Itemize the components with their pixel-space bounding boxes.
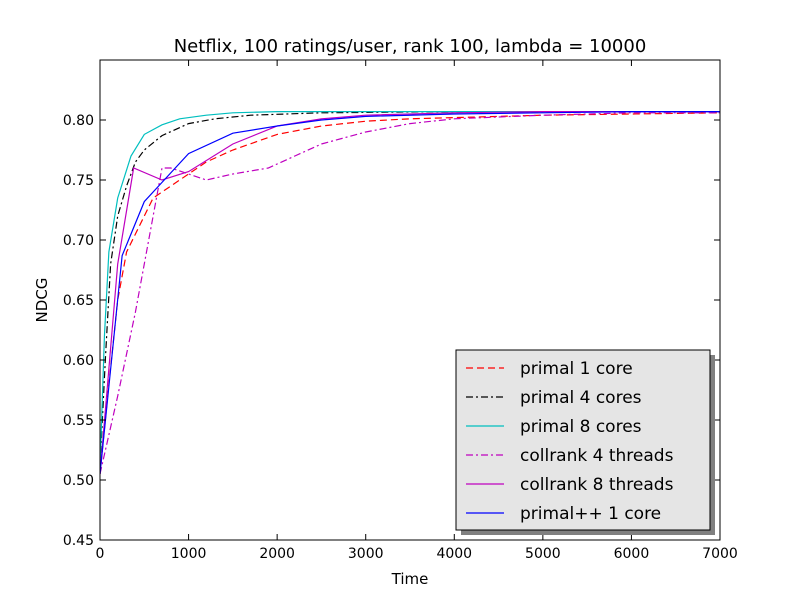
legend-label-4: collrank 8 threads	[520, 475, 674, 495]
y-axis-label: NDCG	[33, 278, 51, 323]
y-tick-label: 0.65	[63, 293, 94, 309]
series-line-3	[100, 112, 720, 475]
y-tick-label: 0.55	[63, 413, 94, 429]
series-line-1	[100, 111, 720, 469]
x-tick-label: 2000	[259, 546, 295, 562]
legend-label-1: primal 4 cores	[520, 388, 642, 408]
x-tick-label: 0	[96, 546, 105, 562]
legend-label-2: primal 8 cores	[520, 417, 642, 437]
legend: primal 1 core primal 4 cores primal 8 core…	[455, 349, 715, 535]
x-tick-label: 6000	[614, 546, 650, 562]
y-tick-label: 0.70	[63, 233, 94, 249]
y-tick-label: 0.80	[63, 113, 94, 129]
series-line-4	[100, 111, 720, 475]
series-line-5	[100, 111, 720, 475]
x-axis-label: Time	[391, 570, 429, 588]
series-line-2	[100, 111, 720, 469]
series-line-0	[100, 112, 720, 475]
y-tick-label: 0.50	[63, 473, 94, 489]
legend-box	[455, 349, 711, 531]
y-tick-label: 0.60	[63, 353, 94, 369]
legend-label-3: collrank 4 threads	[520, 446, 674, 466]
x-tick-label: 5000	[525, 546, 561, 562]
legend-label-5: primal++ 1 core	[520, 504, 661, 524]
chart-title: Netflix, 100 ratings/user, rank 100, lam…	[174, 36, 647, 57]
legend-label-0: primal 1 core	[520, 359, 633, 379]
x-tick-label: 4000	[436, 546, 472, 562]
plot-area: 0 1000 2000 3000 4000 5000 6000 7000 0.45 0.50 0.5…	[63, 59, 738, 562]
y-tick-label: 0.75	[63, 173, 94, 189]
x-tick-label: 7000	[702, 546, 738, 562]
x-tick-label: 3000	[348, 546, 384, 562]
x-tick-label: 1000	[171, 546, 207, 562]
y-tick-label: 0.45	[63, 533, 94, 549]
